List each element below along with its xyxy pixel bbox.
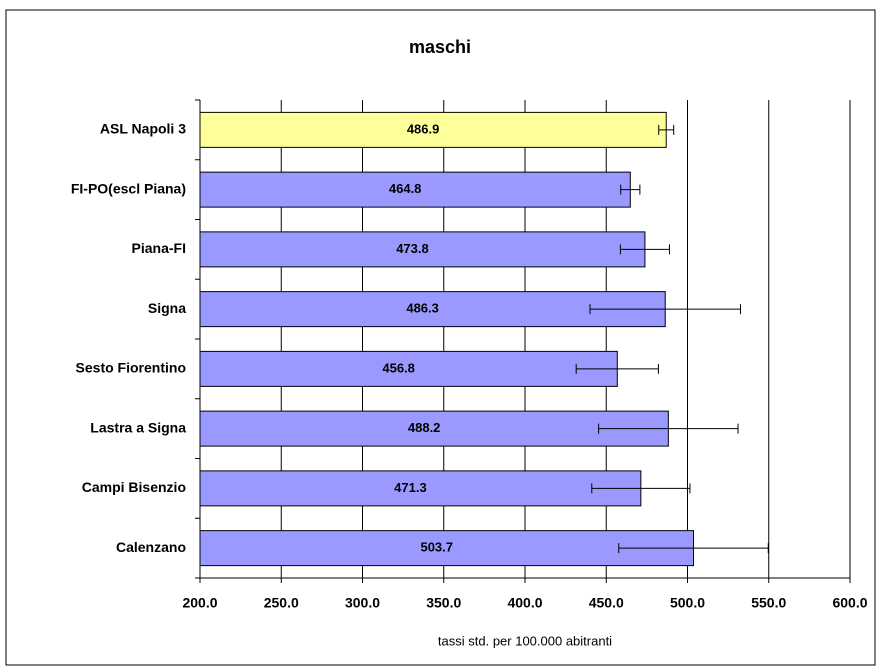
error-bar [598,423,739,434]
x-tick-label: 550.0 [751,595,786,611]
error-bar [618,543,769,554]
chart-title: maschi [409,37,471,57]
x-tick-label: 500.0 [670,595,705,611]
bar [199,530,695,567]
bar [199,171,631,208]
x-axis-label: tassi std. per 100.000 abitranti [438,633,612,648]
x-tick-label: 600.0 [832,595,867,611]
bar [199,410,669,447]
y-tick-label: FI-PO(escl Piana) [71,180,186,196]
error-bar [591,483,691,494]
value-label: 473.8 [396,241,429,256]
y-tick-label: Signa [148,300,186,316]
y-tick-label: Calenzano [116,539,186,555]
bar [199,231,646,268]
x-tick-label: 250.0 [264,595,299,611]
y-tick-label: ASL Napoli 3 [100,121,186,137]
x-tick-label: 450.0 [589,595,624,611]
value-label: 503.7 [420,540,453,555]
error-bar [575,363,659,374]
x-tick-label: 400.0 [507,595,542,611]
y-tick-label: Piana-FI [132,240,186,256]
bar [199,291,666,328]
value-label: 471.3 [394,480,427,495]
bar [199,350,618,387]
error-bar [620,184,641,195]
error-bar [589,304,741,315]
x-tick-label: 350.0 [426,595,461,611]
x-tick-label: 300.0 [345,595,380,611]
value-label: 464.8 [389,181,422,196]
value-label: 486.9 [407,121,440,136]
value-label: 488.2 [408,420,441,435]
error-bar [658,124,675,135]
y-tick-label: Campi Bisenzio [82,479,186,495]
x-tick-label: 200.0 [182,595,217,611]
error-bar [619,244,670,255]
y-tick-label: Lastra a Signa [90,419,186,435]
value-label: 486.3 [406,301,439,316]
y-tick-label: Sesto Fiorentino [76,360,186,376]
bar [199,470,642,507]
value-label: 456.8 [382,360,415,375]
bar [199,111,667,148]
